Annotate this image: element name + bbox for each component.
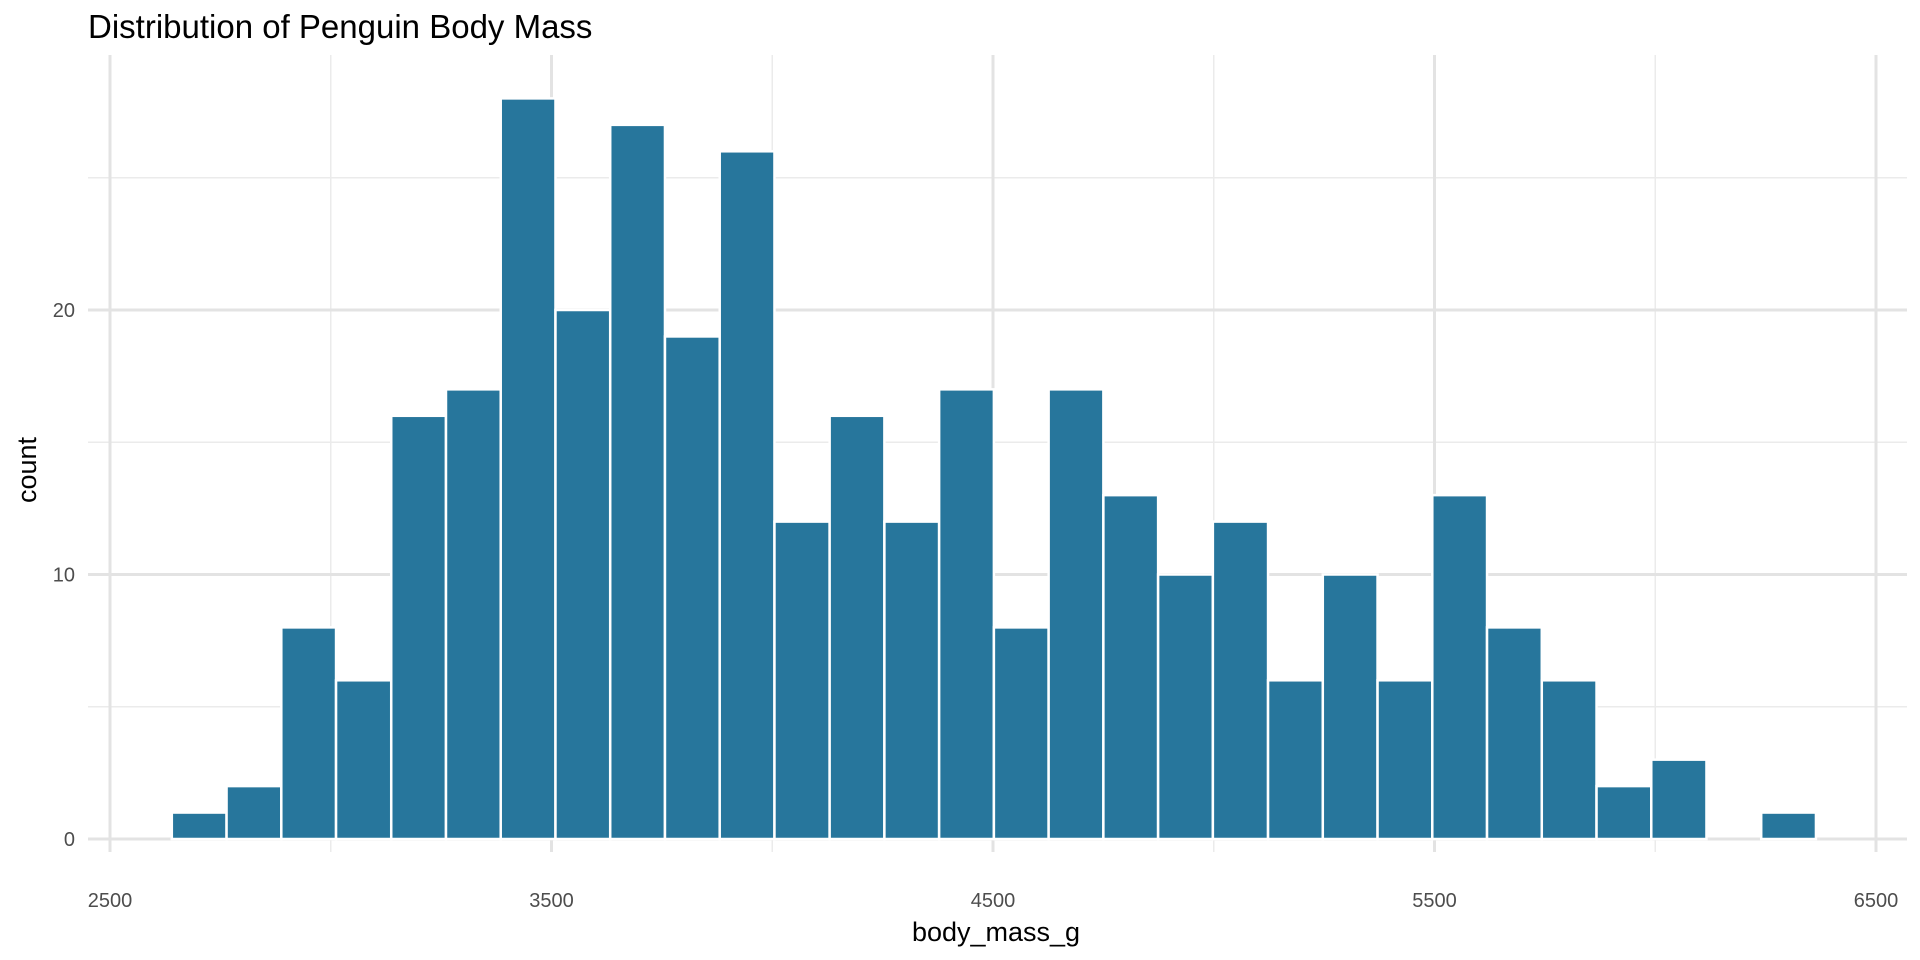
ticks-layer: 2500 3500 4500 5500 6500 0 10 20 [53,300,1899,912]
y-tick-label: 10 [53,565,75,587]
histogram-bar [280,626,338,841]
histogram-bar [1650,758,1708,841]
x-tick-label: 2500 [88,890,133,912]
histogram-bar [554,308,612,841]
histogram-bar [1540,679,1598,841]
histogram-bar [170,811,228,841]
x-tick-label: 3500 [529,890,574,912]
x-tick-label: 6500 [1854,890,1899,912]
bars-layer [170,97,1818,841]
histogram-bar [1211,520,1270,841]
histogram-bar [883,520,941,841]
histogram-bar [937,388,996,841]
histogram-bar [1431,493,1489,841]
y-tick-label: 0 [64,829,75,851]
histogram-bar [773,520,831,841]
histogram-bar [1266,679,1325,841]
histogram-bar [1321,573,1379,841]
histogram-bar [1759,811,1818,841]
histogram-bar [444,388,502,841]
histogram-bar [992,626,1050,841]
histogram-bar [225,784,283,841]
histogram-bar [663,335,721,841]
x-axis-label: body_mass_g [912,917,1080,947]
x-tick-label: 5500 [1412,890,1457,912]
histogram-bar [1595,784,1653,841]
chart-title: Distribution of Penguin Body Mass [88,8,592,45]
histogram-bar [828,414,886,841]
histogram-bar [1156,573,1215,841]
histogram-bar [389,414,448,841]
histogram-bar [1376,679,1434,841]
histogram-bar [1102,493,1160,841]
histogram-bar [608,123,667,841]
histogram-bar [334,679,393,841]
histogram-bar [1047,388,1105,841]
histogram-bar [718,150,776,841]
histogram-bar [499,97,557,841]
y-tick-label: 20 [53,300,75,322]
histogram-bar [1485,626,1544,841]
x-tick-label: 4500 [971,890,1016,912]
y-axis-label: count [12,436,42,503]
